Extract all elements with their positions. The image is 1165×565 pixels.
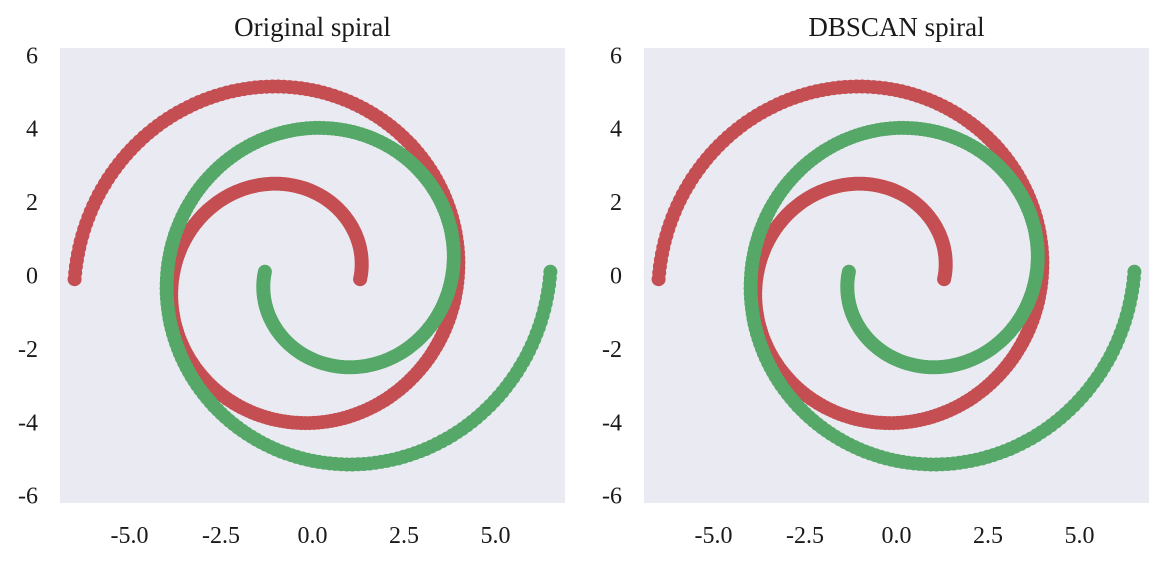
y-tick-label: 6 (610, 43, 622, 69)
chart-title: DBSCAN spiral (808, 12, 984, 42)
scatter-point (543, 264, 558, 279)
x-tick-label: 0.0 (882, 523, 912, 549)
y-tick-label: -6 (18, 484, 38, 510)
y-tick-label: 4 (26, 117, 38, 143)
y-tick-label: -4 (602, 410, 622, 436)
y-tick-label: -2 (602, 337, 622, 363)
y-tick-label: -6 (602, 484, 622, 510)
y-tick-label: 2 (610, 190, 622, 216)
chart-title: Original spiral (234, 12, 391, 42)
chart-panel-1: Original spiral -5.0 -2.5 0.0 2.5 5.0 6 4 2 0 -2 -4… (18, 12, 565, 549)
plot-area (60, 48, 565, 503)
series-2 (159, 120, 558, 472)
x-tick-label: -5.0 (111, 523, 149, 549)
x-tick-label: -2.5 (202, 523, 240, 549)
y-tick-label: -4 (18, 410, 38, 436)
series-2 (743, 120, 1142, 472)
chart-panels: Original spiral -5.0 -2.5 0.0 2.5 5.0 6 4 2 0 -2 -4… (18, 12, 1149, 549)
y-tick-label: 0 (610, 264, 622, 290)
y-tick-label: 0 (26, 264, 38, 290)
scatter-point (1127, 264, 1142, 279)
y-tick-label: -2 (18, 337, 38, 363)
y-tick-label: 2 (26, 190, 38, 216)
scatter-point (67, 272, 82, 287)
x-tick-label: 2.5 (973, 523, 1003, 549)
x-tick-label: -5.0 (695, 523, 733, 549)
scatter-point (651, 272, 666, 287)
y-tick-label: 6 (26, 43, 38, 69)
x-tick-label: 5.0 (480, 523, 510, 549)
plot-area (644, 48, 1149, 503)
x-tick-label: 0.0 (298, 523, 328, 549)
y-tick-label: 4 (610, 117, 622, 143)
x-tick-label: 2.5 (389, 523, 419, 549)
x-tick-label: 5.0 (1064, 523, 1094, 549)
chart-panel-2: DBSCAN spiral -5.0 -2.5 0.0 2.5 5.0 6 4 2 0 -2 -4 -6 (602, 12, 1149, 549)
x-tick-label: -2.5 (786, 523, 824, 549)
